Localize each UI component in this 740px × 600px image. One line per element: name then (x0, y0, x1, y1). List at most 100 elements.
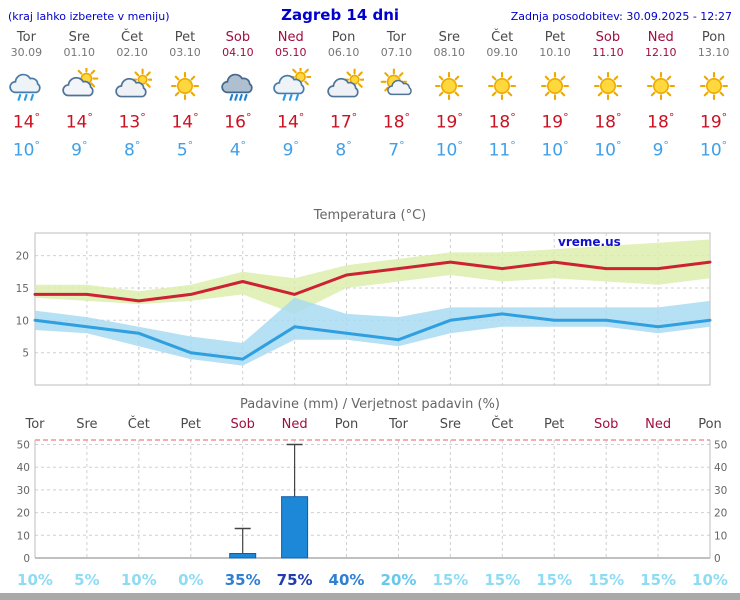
day-date: 06.10 (327, 46, 360, 59)
temp-low: 11° (488, 138, 516, 161)
temp-low: 9° (652, 138, 669, 161)
precip-day-label: Sre (439, 417, 462, 433)
precip-probability: 20% (380, 571, 417, 590)
temp-high: 14° (171, 111, 199, 133)
precip-day-labels: Tor Sre Čet Pet Sob Ned Pon Tor Sre Čet Pet Sob Ned P… (0, 417, 740, 434)
day-name: Pet (174, 30, 196, 45)
precipitation-chart: 0 0 10 10 20 20 30 30 40 40 50 50 (17, 439, 727, 565)
svg-text:10: 10 (17, 531, 30, 543)
precip-day-label: Tor (25, 417, 45, 433)
precip-day-label: Pet (180, 417, 202, 433)
temp-low: 7° (388, 138, 405, 161)
temp-high: 14° (65, 111, 93, 133)
precip-probability: 40% (328, 571, 365, 590)
min-range-band (35, 298, 710, 366)
temp-low: 10° (435, 138, 463, 161)
svg-text:0: 0 (714, 553, 721, 565)
temp-low: 10° (700, 138, 728, 161)
sunny-icon (159, 64, 212, 108)
precip-day-label: Ned (645, 417, 672, 433)
temperature-chart: 5 10 15 20 (16, 232, 712, 386)
forecast-day: Pet 10.10 19° 10° (529, 30, 582, 160)
forecast-day: Ned 12.10 18° 9° (634, 30, 687, 160)
sunny-icon (634, 64, 687, 108)
forecast-day: Tor 30.09 14° 10° (0, 30, 53, 160)
precip-day-label: Tor (388, 417, 409, 433)
forecast-day: Sre 08.10 19° 10° (423, 30, 476, 160)
temp-low: 8° (123, 138, 141, 161)
temp-low: 9° (71, 138, 88, 161)
precip-probability: 10% (692, 571, 728, 590)
forecast-day: Sre 01.10 14° 9° (53, 30, 106, 160)
max-temperature-line (33, 260, 712, 303)
precip-probability: 15% (432, 571, 469, 590)
day-date: 08.10 (433, 46, 466, 59)
day-name: Čet (491, 30, 514, 45)
vreme-us-link[interactable]: vreme.us (558, 235, 621, 250)
temp-high: 18° (382, 111, 411, 133)
precip-probability: 35% (224, 571, 261, 590)
mostly-sunny-icon (370, 64, 423, 108)
day-name: Pon (331, 30, 356, 45)
temp-low: 8° (335, 138, 352, 161)
forecast-day: Tor 07.10 18° 7° (370, 30, 423, 160)
forecast-day: Čet 09.10 18° 11° (476, 30, 529, 160)
sunny-icon (529, 64, 582, 108)
precip-day-label: Sob (593, 417, 619, 433)
forecast-day: Ned 05.10 14° 9° (264, 30, 317, 160)
temp-high: 16° (224, 111, 252, 133)
last-updated: Zadnja posodobitev: 30.09.2025 - 12:27 (510, 10, 732, 23)
day-date: 09.10 (486, 46, 518, 59)
day-name: Sob (595, 30, 621, 45)
svg-text:40: 40 (17, 463, 30, 475)
day-name: Ned (277, 30, 304, 45)
temp-low: 9° (282, 138, 299, 161)
forecast-day: Sob 04.10 16° 4° (211, 30, 264, 160)
forecast-strip: Tor 30.09 14° 10° Sre 01.10 14° 9° Čet 02.10 13° 8°… (0, 30, 740, 160)
temp-high: 19° (435, 111, 463, 133)
day-date: 03.10 (169, 46, 201, 59)
temp-low: 10° (12, 138, 40, 161)
precip-bar (229, 553, 257, 559)
day-date: 04.10 (222, 46, 254, 59)
temp-low: 10° (594, 138, 622, 161)
day-date: 01.10 (63, 46, 96, 59)
day-date: 02.10 (116, 46, 148, 59)
svg-text:40: 40 (714, 463, 727, 475)
footer-bar (0, 593, 740, 600)
mostly-cloudy-icon (106, 64, 159, 108)
day-date: 11.10 (592, 46, 624, 59)
precip-probability: 15% (536, 571, 573, 590)
precip-day-label: Ned (281, 417, 308, 433)
svg-text:50: 50 (17, 440, 30, 452)
location-hint: (kraj lahko izberete v meniju) (8, 10, 170, 23)
day-name: Sre (68, 30, 90, 45)
page-title: Zagreb 14 dni (281, 6, 400, 24)
day-name: Pon (701, 30, 726, 45)
forecast-day: Pon 13.10 19° 10° (687, 30, 740, 160)
precip-probability: 15% (588, 571, 625, 590)
precip-probability: 0% (178, 571, 204, 590)
precip-probability-labels: 10% 5% 10% 0% 35% 75% 40% 20% 15% 15% 15% 15% 15% 10% (0, 571, 740, 591)
day-date: 30.09 (10, 46, 43, 59)
svg-text:50: 50 (714, 440, 727, 452)
page-header: (kraj lahko izberete v meniju) Zagreb 14… (0, 0, 740, 24)
precip-day-label: Čet (127, 417, 150, 433)
temperature-chart-title: Temperatura (°C) (313, 208, 427, 224)
day-date: 05.10 (274, 46, 307, 59)
temperature-chart-block: Temperatura (°C) 5 10 15 20 vreme.us (0, 208, 740, 397)
day-name: Tor (16, 30, 36, 45)
precip-day-label: Pon (334, 417, 359, 433)
precip-day-label: Sob (230, 417, 255, 433)
temp-high: 18° (594, 111, 622, 133)
max-range-band (35, 239, 710, 315)
precip-probability: 15% (640, 571, 677, 590)
day-name: Ned (647, 30, 674, 45)
precip-probability: 10% (120, 571, 157, 590)
forecast-day: Pet 03.10 14° 5° (159, 30, 212, 160)
temp-high: 13° (118, 111, 146, 133)
mostly-cloudy-icon (317, 64, 370, 108)
precipitation-chart-block: Padavine (mm) / Verjetnost padavin (%) T… (0, 397, 740, 591)
temp-high: 17° (330, 111, 358, 133)
